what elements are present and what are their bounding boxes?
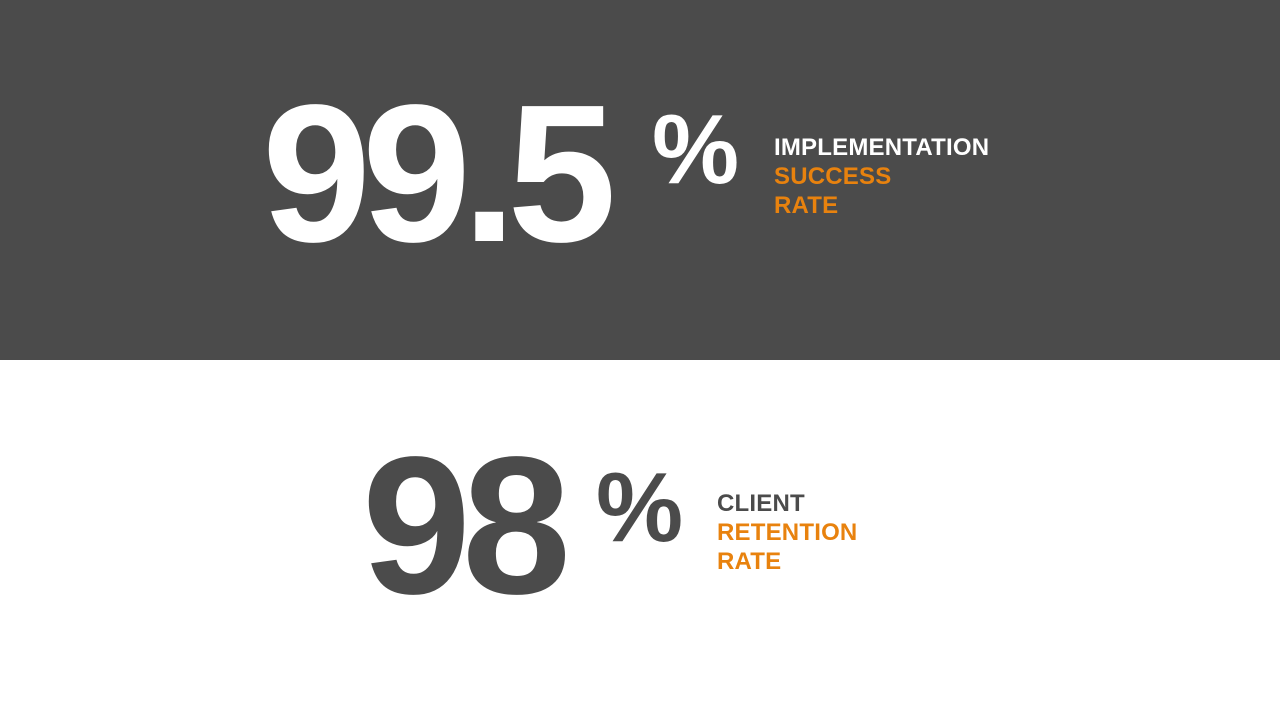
stat-percent-sign: % xyxy=(652,94,740,204)
stat-label-line: RATE xyxy=(774,192,839,219)
stat-label-line: IMPLEMENTATION xyxy=(774,134,990,161)
stat-label-line: RETENTION xyxy=(717,519,858,546)
stat-label: CLIENT RETENTION RATE xyxy=(717,489,857,576)
stat-label-line: RATE xyxy=(717,548,782,575)
stat-label-line: SUCCESS xyxy=(774,163,892,190)
implementation-stat-panel: 99.5 % IMPLEMENTATION SUCCESS RATE xyxy=(0,0,1280,360)
stat-value: 98 xyxy=(362,416,571,635)
stat-percent-sign: % xyxy=(596,452,684,562)
stat-value: 99.5 xyxy=(262,64,616,283)
retention-stat-panel: 98 % CLIENT RETENTION RATE xyxy=(0,360,1280,720)
stat-label: IMPLEMENTATION SUCCESS RATE xyxy=(774,133,989,220)
stat-label-line: CLIENT xyxy=(717,490,805,517)
